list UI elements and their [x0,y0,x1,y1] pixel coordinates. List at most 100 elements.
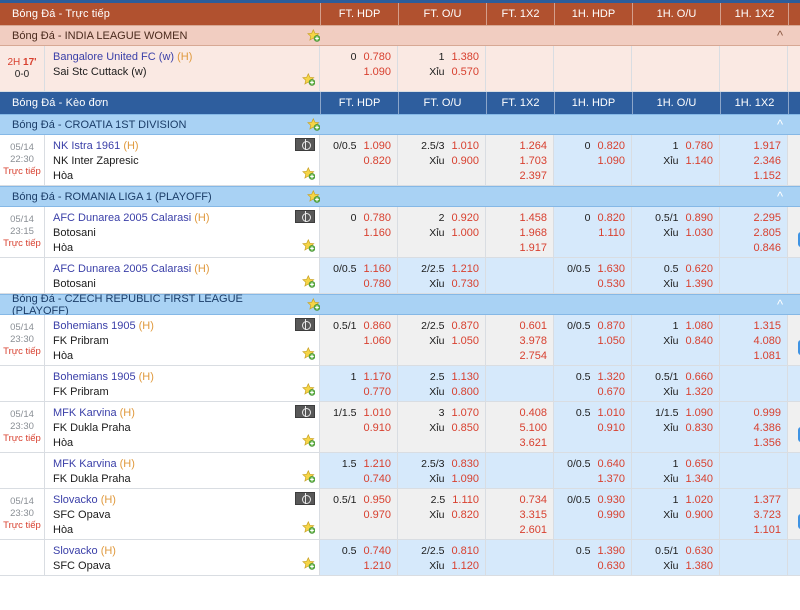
h1-ou-line-2[interactable]: Xỉu 1.390 [638,277,713,292]
h1-hdp-line-1[interactable]: 0.5 1.010 [560,406,625,421]
more-markets-badge[interactable]: 22+ [798,514,800,529]
more-markets-cell[interactable] [788,540,800,575]
h1-1x2-cell[interactable]: 2.295 2.805 0.846 [720,207,788,257]
col-header-ft-ou[interactable]: FT. O/U [398,92,486,114]
h1-1x2-line-3[interactable]: 1.101 [726,523,781,538]
col-header-ft-1x2[interactable]: FT. 1X2 [486,3,554,25]
favorite-star-icon[interactable] [306,190,320,203]
live-label[interactable]: Trực tiếp [3,238,41,249]
ft-hdp-cell[interactable]: 1.5 1.210 0.740 [320,453,398,488]
away-team[interactable]: Botosani [53,227,96,239]
pitch-field-icon[interactable] [295,492,315,505]
away-team[interactable]: NK Inter Zapresic [53,155,139,167]
league-header[interactable]: Bóng Đá - INDIA LEAGUE WOMEN ^ [0,25,800,46]
h1-1x2-line-1[interactable]: 1.377 [726,493,781,508]
col-header-ft-hdp[interactable]: FT. HDP [320,3,398,25]
h1-hdp-line-2[interactable]: 0.990 [560,508,625,523]
more-markets-cell[interactable]: 4+ [788,135,800,185]
h1-ou-line-1[interactable]: 1 1.020 [638,493,713,508]
ft-hdp-cell[interactable]: 0/0.5 1.160 0.780 [320,258,398,293]
league-header[interactable]: Bóng Đá - ROMANIA LIGA 1 (PLAYOFF) ^ [0,186,800,207]
ft-hdp-line-1[interactable]: 0/0.5 1.160 [326,262,391,277]
live-label[interactable]: Trực tiếp [3,346,41,357]
h1-hdp-line-1[interactable]: 0.5 1.320 [560,370,625,385]
more-markets-cell[interactable]: 22+ [788,402,800,452]
ft-ou-cell[interactable]: 2 0.920 Xỉu 1.000 [398,207,486,257]
favorite-star-icon[interactable] [306,118,320,131]
h1-1x2-line-3[interactable]: 1.081 [726,349,781,364]
league-favorite[interactable] [300,190,326,203]
ft-hdp-line-2[interactable]: 1.160 [326,226,391,241]
ft-hdp-line-2[interactable]: 0.740 [326,472,391,487]
away-team[interactable]: FK Dukla Praha [53,473,131,485]
ft-ou-line-1[interactable]: 2.5/3 1.010 [404,139,479,154]
ft-1x2-line-3[interactable]: 2.754 [492,349,547,364]
ft-hdp-line-2[interactable]: 0.780 [326,277,391,292]
away-team[interactable]: SFC Opava [53,509,111,521]
home-team[interactable]: Slovacko (H) [53,494,116,506]
more-markets-cell[interactable]: 22+ [788,315,800,365]
favorite-star-icon[interactable] [306,298,320,311]
h1-hdp-line-2[interactable]: 1.090 [560,154,625,169]
h1-1x2-line-2[interactable]: 2.805 [726,226,781,241]
ft-1x2-line-2[interactable]: 3.978 [492,334,547,349]
pitch-field-icon[interactable] [295,138,315,151]
ft-hdp-cell[interactable]: 1/1.5 1.010 0.910 [320,402,398,452]
ft-1x2-line-3[interactable]: 3.621 [492,436,547,451]
ft-hdp-line-2[interactable]: 1.060 [326,334,391,349]
h1-ou-cell[interactable]: 1 0.650 Xỉu 1.340 [632,453,720,488]
ft-hdp-line-2[interactable]: 0.770 [326,385,391,400]
ft-ou-cell[interactable]: 1 1.380 Xỉu 0.570 [398,46,486,91]
more-markets-cell[interactable]: 22+ [788,489,800,539]
ft-ou-line-1[interactable]: 2 0.920 [404,211,479,226]
h1-ou-line-1[interactable]: 0.5 0.620 [638,262,713,277]
col-header-more[interactable]: Thêm [788,92,800,114]
col-header-ft-ou[interactable]: FT. O/U [398,3,486,25]
ft-hdp-line-2[interactable]: 0.970 [326,508,391,523]
ft-hdp-line-2[interactable]: 1.210 [326,559,391,574]
ft-ou-cell[interactable]: 2/2.5 0.870 Xỉu 1.050 [398,315,486,365]
ft-ou-line-2[interactable]: Xỉu 1.050 [404,334,479,349]
col-header-1h-hdp[interactable]: 1H. HDP [554,3,632,25]
h1-1x2-cell[interactable]: 1.917 2.346 1.152 [720,135,788,185]
away-team[interactable]: Botosani [53,278,96,290]
ft-1x2-cell[interactable]: 0.601 3.978 2.754 [486,315,554,365]
ft-1x2-cell[interactable]: 0.408 5.100 3.621 [486,402,554,452]
league-header[interactable]: Bóng Đá - CZECH REPUBLIC FIRST LEAGUE (P… [0,293,800,317]
h1-ou-line-2[interactable]: Xỉu 1.340 [638,472,713,487]
favorite-star-icon[interactable] [302,347,315,360]
ft-ou-line-2[interactable]: Xỉu 0.570 [404,65,479,80]
h1-hdp-line-2[interactable]: 0.630 [560,559,625,574]
col-header-1h-1x2[interactable]: 1H. 1X2 [720,92,788,114]
h1-1x2-line-2[interactable]: 2.346 [726,154,781,169]
favorite-star-icon[interactable] [306,29,320,42]
ft-ou-line-2[interactable]: Xỉu 1.000 [404,226,479,241]
ft-hdp-cell[interactable]: 0.5 0.740 1.210 [320,540,398,575]
col-header-1h-ou[interactable]: 1H. O/U [632,92,720,114]
ft-ou-cell[interactable]: 2.5 1.130 Xỉu 0.800 [398,366,486,401]
h1-ou-cell[interactable]: 1/1.5 1.090 Xỉu 0.830 [632,402,720,452]
ft-ou-cell[interactable]: 2/2.5 0.810 Xỉu 1.120 [398,540,486,575]
live-label[interactable]: Trực tiếp [3,433,41,444]
favorite-star-icon[interactable] [302,167,315,180]
pitch-field-icon[interactable] [295,405,315,418]
ft-hdp-line-1[interactable]: 0.5 0.740 [326,544,391,559]
ft-ou-line-2[interactable]: Xỉu 1.090 [404,472,479,487]
pitch-field-icon[interactable] [295,318,315,331]
ft-hdp-cell[interactable]: 0.5/1 0.950 0.970 [320,489,398,539]
ft-hdp-line-1[interactable]: 0/0.5 1.090 [326,139,391,154]
h1-ou-line-1[interactable]: 1 1.080 [638,319,713,334]
h1-1x2-line-3[interactable]: 1.152 [726,169,781,184]
ft-hdp-line-1[interactable]: 0 0.780 [326,50,391,65]
ft-hdp-cell[interactable]: 0 0.780 1.090 [320,46,398,91]
home-team[interactable]: NK Istra 1961 (H) [53,140,139,152]
col-header-1h-ou[interactable]: 1H. O/U [632,3,720,25]
h1-1x2-line-3[interactable]: 0.846 [726,241,781,256]
more-markets-badge[interactable]: 22+ [798,340,800,355]
favorite-star-icon[interactable] [302,521,315,534]
h1-1x2-cell[interactable]: 0.999 4.386 1.356 [720,402,788,452]
ft-1x2-line-3[interactable]: 1.917 [492,241,547,256]
col-header-ft-hdp[interactable]: FT. HDP [320,92,398,114]
h1-1x2-line-1[interactable]: 0.999 [726,406,781,421]
h1-ou-line-2[interactable]: Xỉu 1.380 [638,559,713,574]
